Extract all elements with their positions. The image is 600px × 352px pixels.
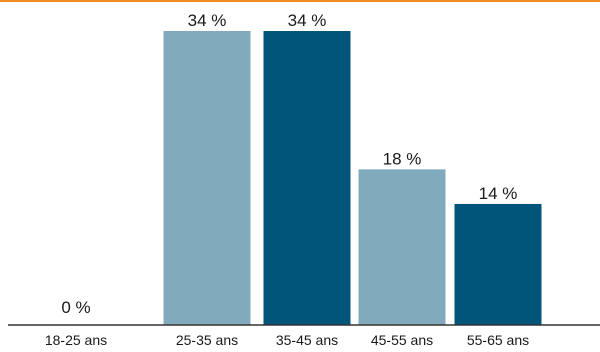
value-labels-group: 0 % 34 % 34 % 18 % 14 % — [61, 11, 517, 317]
value-label-1: 34 % — [188, 11, 227, 30]
x-tick-label-4: 55-65 ans — [467, 332, 529, 348]
x-tick-labels-group: 18-25 ans 25-35 ans 35-45 ans 45-55 ans 55-6… — [45, 332, 529, 348]
value-label-0: 0 % — [61, 298, 90, 317]
bars-group — [163, 31, 542, 325]
x-tick-label-0: 18-25 ans — [45, 332, 107, 348]
value-label-3: 18 % — [383, 149, 422, 168]
x-tick-label-1: 25-35 ans — [176, 332, 238, 348]
bar-4 — [454, 203, 542, 325]
x-tick-label-3: 45-55 ans — [371, 332, 433, 348]
bar-3 — [358, 169, 446, 325]
value-label-2: 34 % — [288, 11, 327, 30]
value-label-4: 14 % — [479, 184, 518, 203]
bar-2 — [263, 31, 351, 325]
x-tick-label-2: 35-45 ans — [276, 332, 338, 348]
bar-1 — [163, 31, 251, 325]
